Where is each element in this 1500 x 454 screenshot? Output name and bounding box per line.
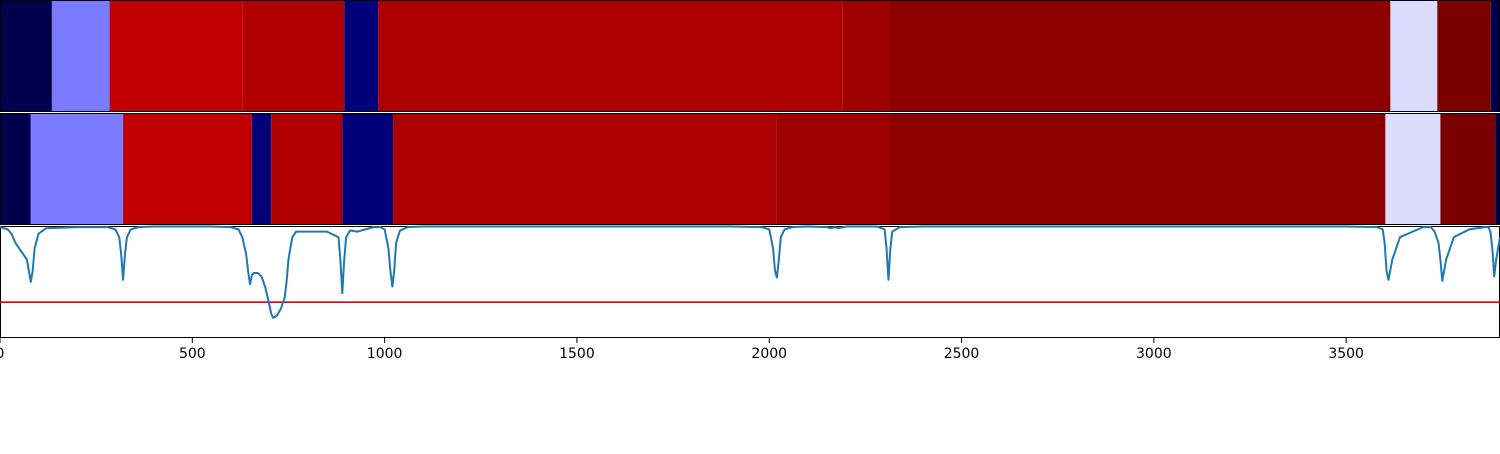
x-tick-label: 2500 xyxy=(944,346,980,362)
heat-segment xyxy=(393,113,777,225)
heatmap-rows xyxy=(0,0,1500,225)
heat-segment xyxy=(842,0,889,112)
x-tick-label: 3000 xyxy=(1136,346,1172,362)
heat-segment xyxy=(251,113,272,225)
x-axis: 0 500 1000 1500 2000 2500 3000 3500 xyxy=(0,338,1364,362)
heatmap-row-2 xyxy=(0,113,1500,225)
line-panel xyxy=(0,225,1500,338)
x-tick-label: 3500 xyxy=(1328,346,1364,362)
heat-segment xyxy=(344,0,379,112)
heat-segment xyxy=(1385,113,1441,225)
x-tick-label: 500 xyxy=(179,346,206,362)
heat-segment xyxy=(30,113,124,225)
heat-segment xyxy=(776,113,889,225)
heat-segment xyxy=(1390,0,1438,112)
heat-segment xyxy=(378,0,843,112)
x-tick-label: 0 xyxy=(0,346,4,362)
heat-segment xyxy=(342,113,394,225)
heat-segment xyxy=(0,113,31,225)
heat-segment xyxy=(888,113,1386,225)
heat-segment xyxy=(1440,113,1496,225)
heat-segment xyxy=(888,0,1391,112)
x-tick-label: 1500 xyxy=(559,346,595,362)
heatmap-row-1 xyxy=(0,0,1500,112)
heat-segment xyxy=(123,113,252,225)
heat-segment xyxy=(1495,113,1500,225)
x-tick-label: 2000 xyxy=(751,346,787,362)
heat-segment xyxy=(1437,0,1491,112)
heat-segment xyxy=(51,0,110,112)
x-tick-label: 1000 xyxy=(367,346,403,362)
heat-segment xyxy=(1490,0,1500,112)
heat-segment xyxy=(242,0,345,112)
heat-segment xyxy=(0,0,52,112)
line-panel-frame xyxy=(0,226,1500,338)
heat-segment xyxy=(109,0,243,112)
signal-series-line xyxy=(0,225,1500,319)
heat-segment xyxy=(271,113,343,225)
